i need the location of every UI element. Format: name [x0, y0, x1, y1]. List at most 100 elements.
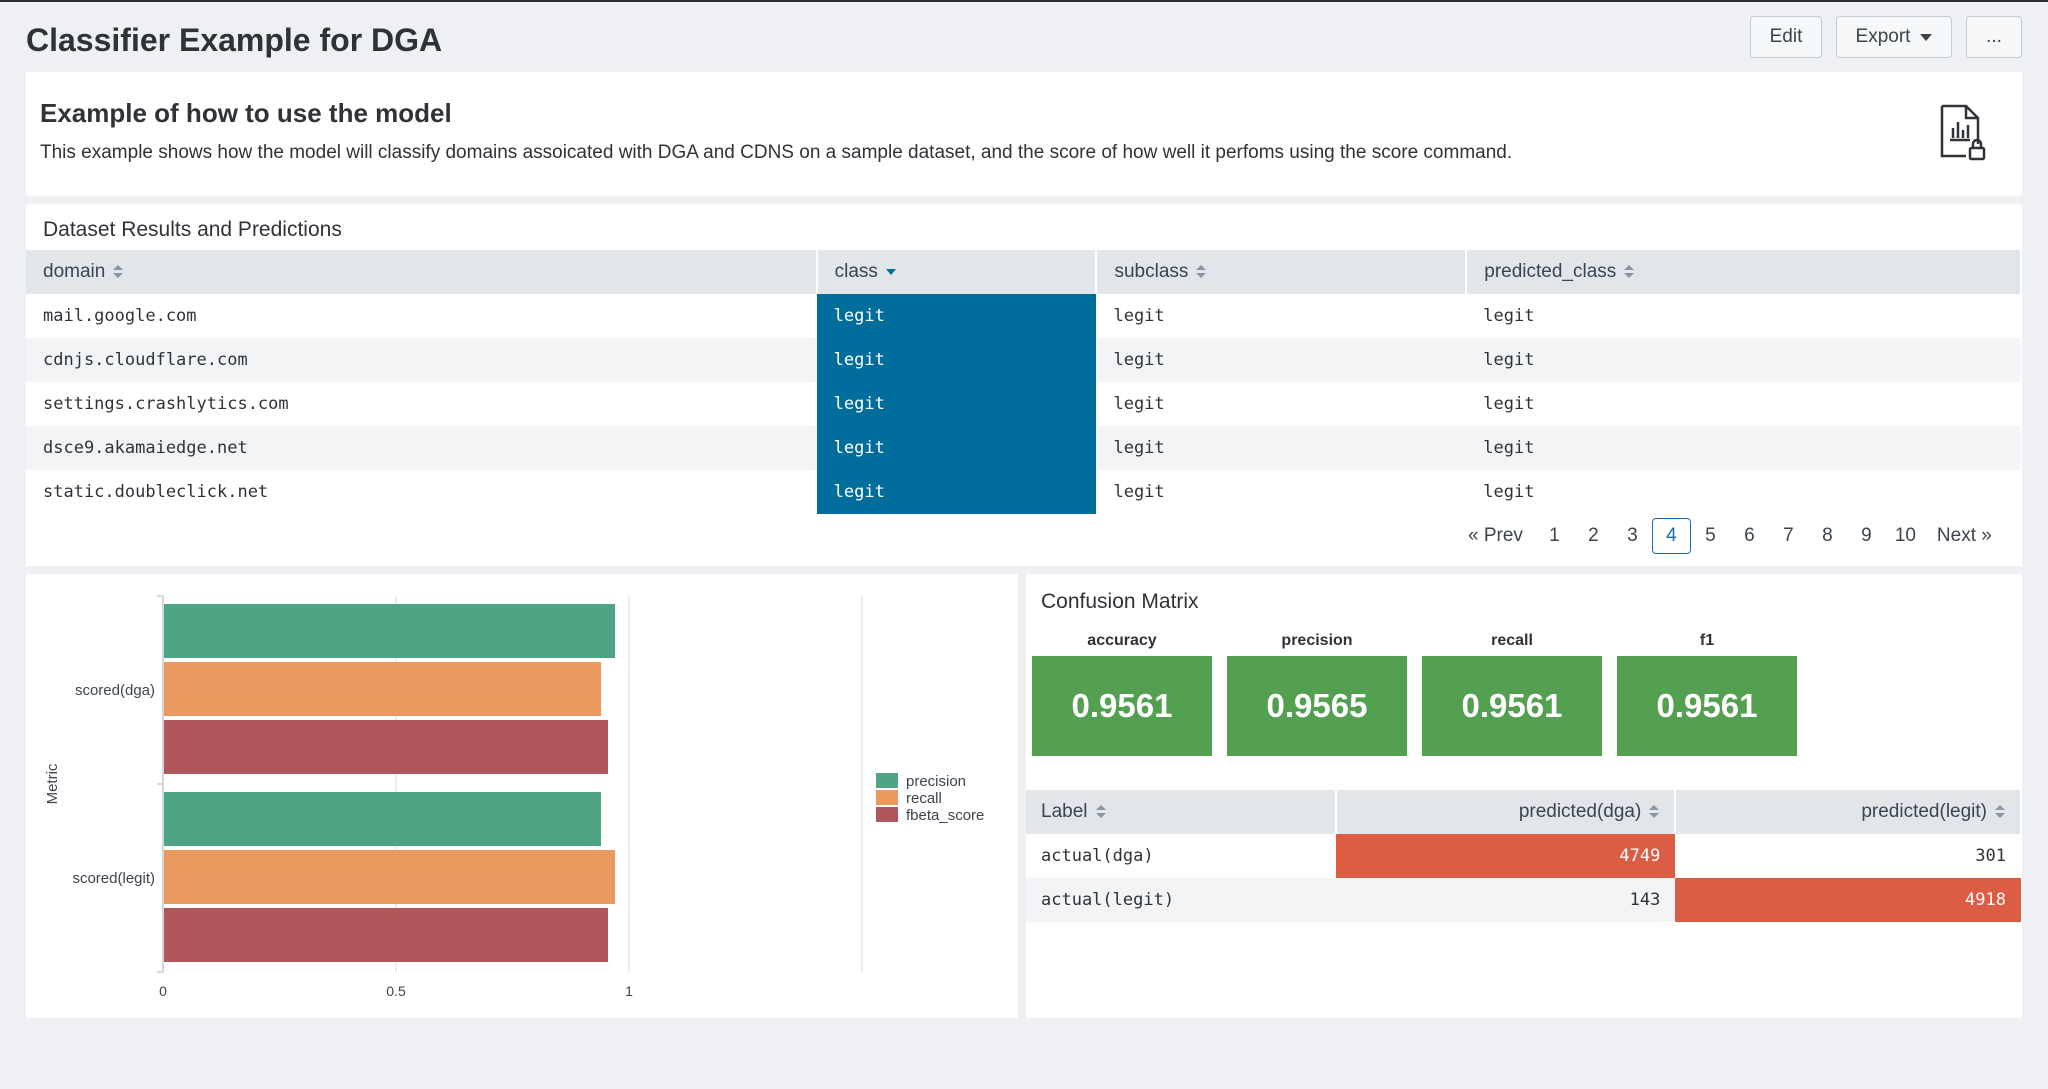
metric-value[interactable]: 0.9561: [1422, 656, 1602, 756]
column-header-predicted-dga[interactable]: predicted(dga): [1335, 790, 1677, 834]
subclass-cell: legit: [1096, 338, 1467, 382]
pager-page-7[interactable]: 7: [1783, 525, 1794, 546]
results-panel-title: Dataset Results and Predictions: [43, 218, 342, 241]
sort-icon: [1649, 804, 1660, 819]
document-chart-lock-icon: [1940, 104, 1986, 161]
more-actions-button[interactable]: ...: [1966, 16, 2022, 58]
pager-next[interactable]: Next »: [1936, 525, 1992, 546]
edit-label: Edit: [1769, 26, 1803, 47]
sort-icon: [1095, 804, 1106, 819]
domain-cell: cdnjs.cloudflare.com: [26, 338, 817, 382]
label-cell: actual(dga): [1041, 846, 1154, 866]
table-row: actual(legit) 143 4918: [1026, 878, 2021, 922]
pager-page-3[interactable]: 3: [1627, 525, 1638, 546]
export-label: Export: [1855, 26, 1911, 47]
more-label: ...: [1986, 26, 2002, 47]
legend-label: recall: [906, 790, 942, 807]
class-cell: legit: [816, 426, 1097, 470]
sort-descending-icon: [885, 268, 896, 275]
pager-page-4-current[interactable]: 4: [1651, 518, 1691, 554]
metric-value[interactable]: 0.9565: [1227, 656, 1407, 756]
sort-icon: [1196, 264, 1207, 279]
confusion-panel-title: Confusion Matrix: [1041, 590, 1199, 613]
column-header-class[interactable]: class: [816, 250, 1098, 294]
subclass-cell: legit: [1113, 306, 1165, 326]
column-header-domain[interactable]: domain: [26, 250, 818, 294]
metric-accuracy: accuracy 0.9561: [1032, 632, 1212, 756]
predicted-class-cell: legit: [1483, 394, 1535, 414]
caret-down-icon: [1920, 33, 1933, 41]
predicted-legit-cell: 301: [1975, 846, 2006, 866]
domain-cell: settings.crashlytics.com: [43, 394, 289, 414]
predicted-class-cell: legit: [1483, 306, 1535, 326]
export-button[interactable]: Export: [1836, 16, 1952, 58]
class-cell: legit: [816, 338, 1097, 382]
metric-label: precision: [1281, 632, 1353, 649]
pager-page-10[interactable]: 10: [1894, 525, 1916, 546]
window-top-border: [0, 0, 2048, 2]
column-header-label[interactable]: Label: [1026, 790, 1337, 834]
legend-swatch: [876, 773, 898, 788]
x-tick-label: 1: [625, 983, 633, 999]
metric-label: f1: [1699, 632, 1715, 649]
legend-swatch: [876, 807, 898, 822]
confusion-table: Label predicted(dga) predicted(legit) ac…: [1026, 790, 2022, 922]
table-row: dsce9.akamaiedge.net legit legit legit: [26, 426, 2021, 470]
metric-label: recall: [1491, 632, 1533, 649]
description-text: This example shows how the model will cl…: [40, 142, 1513, 163]
results-table: domain class subclass predicted_class ma…: [26, 250, 2022, 514]
bar-precision: [164, 792, 602, 846]
score-chart-panel: scored(dga) scored(legit) 0 0.5 1 Metric preci…: [26, 574, 1018, 1018]
predicted-class-cell: legit: [1483, 482, 1535, 502]
legend-label: fbeta_score: [906, 807, 984, 824]
description-heading: Example of how to use the model: [40, 98, 452, 128]
pager-prev[interactable]: « Prev: [1468, 525, 1523, 546]
pager-page-9[interactable]: 9: [1861, 525, 1872, 546]
subclass-cell: legit: [1113, 394, 1165, 414]
table-row: cdnjs.cloudflare.com legit legit legit: [26, 338, 2021, 382]
pager-page-5[interactable]: 5: [1705, 525, 1716, 546]
pager-page-8[interactable]: 8: [1822, 525, 1833, 546]
x-tick-label: 0: [159, 983, 167, 999]
domain-cell: dsce9.akamaiedge.net: [26, 426, 817, 470]
table-row: mail.google.com legit legit legit: [26, 294, 2021, 338]
domain-cell: mail.google.com: [43, 306, 197, 326]
dataset-results-panel: Dataset Results and Predictions domain c…: [26, 204, 2022, 566]
pagination: « Prev 1 2 3 4 5 6 7 8 9 10 Next »: [1456, 518, 2004, 554]
category-label: scored(dga): [75, 682, 155, 699]
metric-precision: precision 0.9565: [1227, 632, 1407, 756]
domain-cell: static.doubleclick.net: [43, 482, 269, 502]
description-panel: Example of how to use the model This exa…: [26, 72, 2022, 196]
bar-recall: [164, 850, 616, 904]
dashboard-title: Classifier Example for DGA: [26, 22, 443, 58]
class-cell: legit: [816, 294, 1097, 338]
column-header-subclass[interactable]: subclass: [1096, 250, 1468, 294]
metric-value[interactable]: 0.9561: [1617, 656, 1797, 756]
metric-value[interactable]: 0.9561: [1032, 656, 1212, 756]
legend-label: precision: [906, 773, 966, 790]
pager-page-6[interactable]: 6: [1744, 525, 1755, 546]
table-row: actual(dga) 4749 301: [1026, 834, 2021, 878]
sort-icon: [1995, 804, 2005, 819]
pager-page-1[interactable]: 1: [1549, 525, 1560, 546]
metric-label: accuracy: [1087, 632, 1157, 649]
class-cell: legit: [816, 470, 1097, 514]
bar-precision: [164, 604, 616, 658]
metric-recall: recall 0.9561: [1422, 632, 1602, 756]
y-axis-title: Metric: [44, 763, 61, 804]
sort-icon: [1624, 264, 1635, 279]
edit-button[interactable]: Edit: [1750, 16, 1822, 58]
column-header-predicted-class[interactable]: predicted_class: [1466, 250, 2022, 294]
category-label: scored(legit): [72, 870, 155, 887]
subclass-cell: legit: [1113, 482, 1165, 502]
bar-fbeta_score: [164, 908, 609, 962]
metric-f1: f1 0.9561: [1617, 632, 1797, 756]
column-header-predicted-legit[interactable]: predicted(legit): [1675, 790, 2022, 834]
score-bar-chart: scored(dga) scored(legit) 0 0.5 1 Metric preci…: [44, 595, 984, 999]
predicted-dga-cell: 143: [1335, 878, 1676, 922]
pager-page-2[interactable]: 2: [1588, 525, 1599, 546]
legend-swatch: [876, 790, 898, 805]
predicted-legit-cell: 4918: [1675, 878, 2021, 922]
class-cell: legit: [816, 382, 1097, 426]
predicted-class-cell: legit: [1466, 426, 2021, 470]
